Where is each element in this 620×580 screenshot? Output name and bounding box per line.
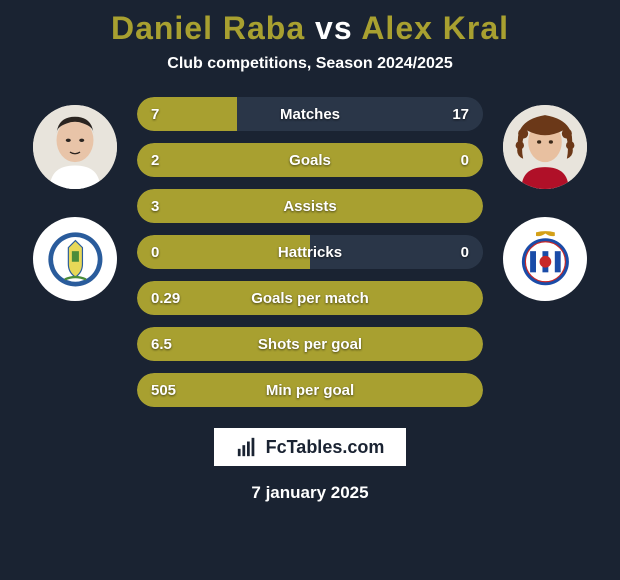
comparison-body: 717Matches 20Goals 3Assists 00Hattricks 0.29… [0, 97, 620, 407]
chart-icon [236, 436, 258, 458]
brand-text: FcTables.com [266, 437, 385, 458]
club1-crest [33, 217, 117, 301]
footer-date: 7 january 2025 [251, 483, 368, 503]
club2-crest-svg [516, 230, 575, 289]
stat-bar: 20Goals [137, 143, 483, 177]
title-player2: Alex Kral [361, 10, 509, 46]
stat-label: Matches [137, 97, 483, 131]
left-column [25, 97, 125, 301]
stat-label: Goals [137, 143, 483, 177]
title-vs: vs [315, 10, 353, 46]
club1-crest-svg [46, 230, 105, 289]
stat-label: Min per goal [137, 373, 483, 407]
stat-bar: 505Min per goal [137, 373, 483, 407]
stat-label: Hattricks [137, 235, 483, 269]
player2-avatar [503, 105, 587, 189]
stat-bar: 717Matches [137, 97, 483, 131]
page-title: Daniel Raba vs Alex Kral [0, 10, 620, 47]
club2-crest [503, 217, 587, 301]
stat-label: Shots per goal [137, 327, 483, 361]
stat-bar: 00Hattricks [137, 235, 483, 269]
stat-label: Goals per match [137, 281, 483, 315]
subtitle: Club competitions, Season 2024/2025 [0, 55, 620, 73]
comparison-card: Daniel Raba vs Alex Kral Club competitio… [0, 0, 620, 580]
footer: FcTables.com 7 january 2025 [0, 427, 620, 503]
stat-bar: 0.29Goals per match [137, 281, 483, 315]
player2-avatar-svg [503, 105, 587, 189]
right-column [495, 97, 595, 301]
brand-logo: FcTables.com [213, 427, 408, 467]
stat-bar: 6.5Shots per goal [137, 327, 483, 361]
player1-avatar [33, 105, 117, 189]
stat-bars: 717Matches 20Goals 3Assists 00Hattricks 0.29… [137, 97, 483, 407]
title-player1: Daniel Raba [111, 10, 305, 46]
player1-avatar-svg [33, 105, 117, 189]
stat-bar: 3Assists [137, 189, 483, 223]
stat-label: Assists [137, 189, 483, 223]
